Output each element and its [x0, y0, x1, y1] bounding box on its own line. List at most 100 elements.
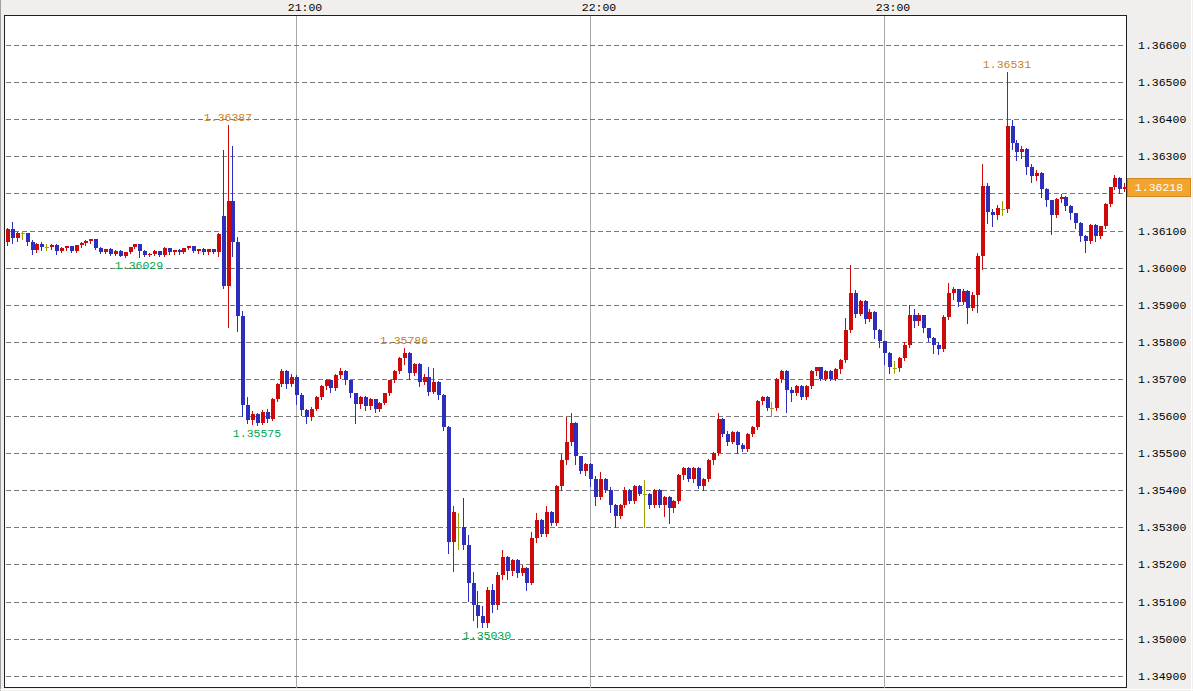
- time-label: 21:00: [288, 1, 323, 14]
- candle-body: [966, 291, 970, 308]
- extremum-annotation: 1.35030: [463, 629, 511, 642]
- candle-body: [246, 405, 250, 420]
- candle-body: [917, 315, 921, 321]
- candle-body: [261, 412, 265, 423]
- candle-body: [369, 399, 373, 406]
- candle-body: [119, 251, 123, 256]
- candle-body: [1040, 173, 1044, 189]
- candle-body: [766, 397, 770, 408]
- candle-body: [192, 246, 196, 251]
- candle-body: [364, 397, 368, 406]
- candle-body: [427, 377, 431, 392]
- extremum-annotation: 1.36029: [115, 259, 163, 272]
- candle-body: [599, 479, 603, 497]
- candle-body: [403, 353, 407, 358]
- candle-body: [285, 371, 289, 384]
- price-label: 1.35700: [1138, 373, 1186, 386]
- candle-body: [511, 560, 515, 571]
- candle-body: [736, 432, 740, 445]
- candle-body: [378, 403, 382, 409]
- candle-body: [780, 371, 784, 379]
- candle-body: [481, 616, 485, 623]
- candle-body: [957, 289, 961, 302]
- chart-plot-area[interactable]: [5, 16, 1127, 688]
- candle-body: [163, 248, 167, 255]
- candle-body: [1099, 226, 1103, 236]
- candle-body: [697, 468, 701, 486]
- candle-body: [849, 293, 853, 330]
- candle-body: [707, 460, 711, 479]
- candle-body: [388, 380, 392, 393]
- candle-body: [898, 358, 902, 368]
- candle-body: [927, 328, 931, 338]
- candle-body: [672, 501, 676, 508]
- candlestick-chart[interactable]: 21:0022:0023:001.366001.365001.364001.36…: [0, 0, 1193, 691]
- candle-body: [535, 520, 539, 538]
- candle-body: [65, 246, 69, 248]
- candle-body: [550, 512, 554, 523]
- candle-body: [903, 345, 907, 358]
- price-label: 1.36400: [1138, 113, 1186, 126]
- candle-body: [447, 427, 451, 542]
- candle-body: [197, 249, 201, 251]
- price-label: 1.35500: [1138, 447, 1186, 460]
- candle-body: [1035, 173, 1039, 176]
- candle-body: [129, 247, 133, 252]
- candle-body: [506, 557, 510, 571]
- candle-body: [761, 397, 765, 401]
- candle-body: [207, 249, 211, 252]
- candle-body: [805, 386, 809, 397]
- candle-body: [1006, 126, 1010, 209]
- candle-body: [236, 242, 240, 316]
- candle-body: [712, 453, 716, 460]
- candle-body: [996, 208, 1000, 215]
- candle-body: [565, 442, 569, 460]
- candle-body: [545, 512, 549, 534]
- candle-body: [1015, 143, 1019, 152]
- candle-body: [633, 486, 637, 501]
- candle-body: [815, 367, 819, 371]
- candle-body: [908, 315, 912, 345]
- candle-body: [491, 590, 495, 605]
- price-label: 1.34900: [1138, 670, 1186, 683]
- candle-body: [55, 245, 59, 251]
- candle-body: [1025, 149, 1029, 167]
- candle-body: [266, 412, 270, 419]
- candle-body: [682, 468, 686, 475]
- candle-body: [276, 384, 280, 399]
- candle-body: [878, 330, 882, 341]
- candle-body: [496, 575, 500, 605]
- candle-body: [614, 505, 618, 516]
- candle-body: [692, 468, 696, 479]
- candle-body: [888, 353, 892, 367]
- candle-body: [589, 464, 593, 479]
- candle-body: [746, 434, 750, 449]
- candle-body: [560, 460, 564, 486]
- candle-body: [320, 386, 324, 397]
- candle-body: [1069, 206, 1073, 213]
- candle-body: [1055, 199, 1059, 215]
- candle-body: [84, 241, 88, 243]
- candle-body: [1079, 223, 1083, 236]
- candle-body: [971, 295, 975, 308]
- candle-body: [153, 251, 157, 254]
- candle-body: [859, 301, 863, 314]
- price-label: 1.36600: [1138, 39, 1186, 52]
- candle-body: [844, 330, 848, 360]
- candle-body: [280, 371, 284, 384]
- candle-body: [810, 371, 814, 386]
- candle-body: [315, 397, 319, 409]
- candle-body: [785, 371, 789, 390]
- candle-body: [991, 212, 995, 215]
- candle-body: [26, 233, 30, 242]
- candle-body: [839, 360, 843, 369]
- candle-body: [60, 248, 64, 251]
- candle-body: [398, 358, 402, 371]
- candle-body: [114, 251, 118, 254]
- candle-body: [256, 414, 260, 423]
- candle-body: [138, 244, 142, 251]
- candle-body: [574, 423, 578, 456]
- candle-body: [986, 186, 990, 212]
- candle-body: [1109, 187, 1113, 204]
- candle-body: [393, 371, 397, 380]
